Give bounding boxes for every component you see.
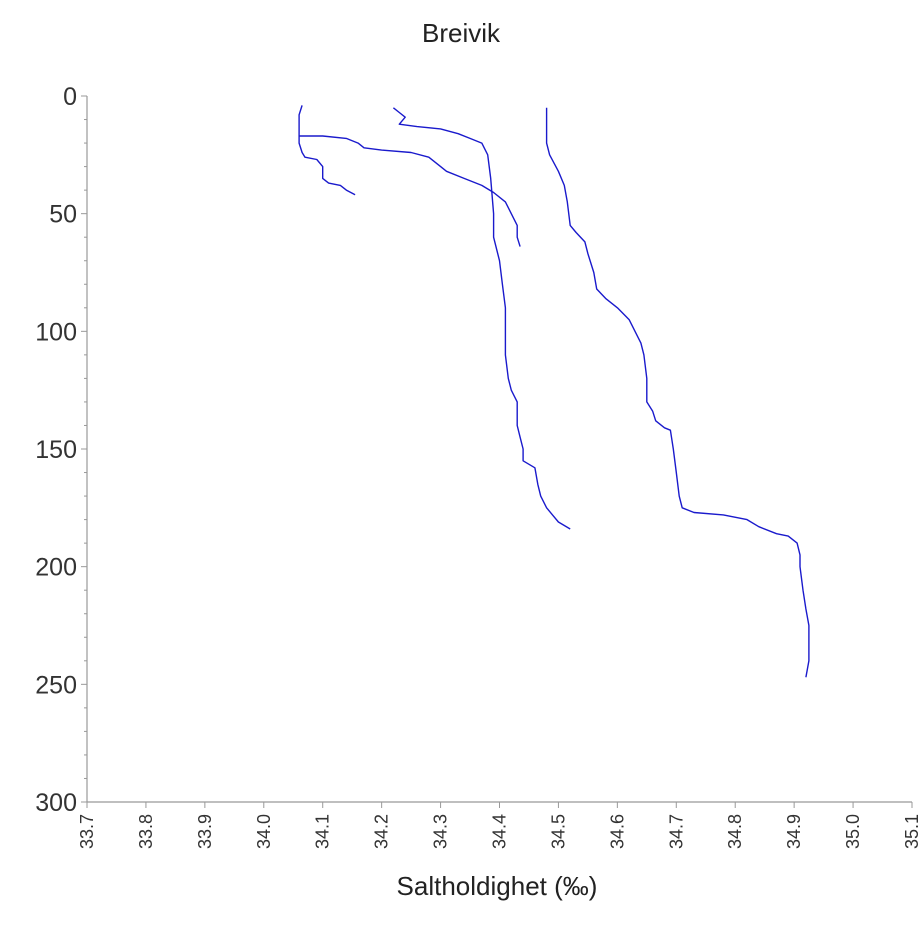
x-tick-label: 34.6 [607,814,627,849]
y-tick-label: 100 [35,318,77,346]
x-tick-label: 34.2 [372,814,392,849]
y-tick-label: 250 [35,671,77,699]
series-line-1 [298,105,356,196]
x-tick-label: 33.7 [77,814,97,849]
series-line-3 [392,107,571,530]
series-line-4 [545,107,810,678]
y-tick-label: 200 [35,554,77,582]
x-tick-label: 34.7 [666,814,686,849]
x-tick-label: 34.8 [725,814,745,849]
y-tick-label: 0 [63,83,77,111]
series-group [298,105,810,678]
x-tick-label: 35.1 [902,814,922,849]
x-tick-label: 34.5 [548,814,568,849]
y-tick-label: 50 [49,201,77,229]
y-tick-label: 300 [35,789,77,817]
x-tick-label: 34.9 [784,814,804,849]
x-tick-label: 34.3 [431,814,451,849]
x-tick-label: 34.1 [313,814,333,849]
x-tick-label: 34.0 [254,814,274,849]
y-axis: 0 50 100 150 200 250 300 [35,83,87,817]
plot-area [87,96,912,802]
y-tick-label: 150 [35,436,77,464]
x-tick-label: 33.9 [195,814,215,849]
series-line-2 [299,135,521,247]
x-axis-label: Saltholdighet (‰) [397,871,598,901]
chart-title: Breivik [422,18,501,48]
x-tick-label: 33.8 [136,814,156,849]
x-tick-label: 34.4 [490,814,510,849]
x-axis: 33.7 33.8 33.9 34.0 34.1 34.2 34.3 34.4 34.5 34.6… [77,802,922,849]
x-tick-label: 35.0 [843,814,863,849]
